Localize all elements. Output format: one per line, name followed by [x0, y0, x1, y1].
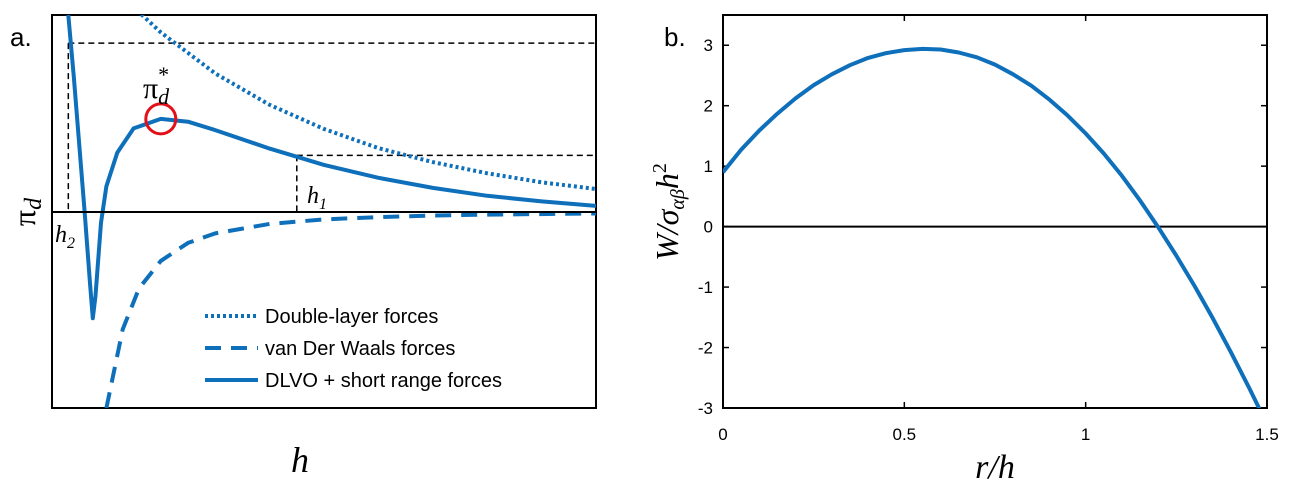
h2-label: h2: [55, 222, 75, 252]
y-tick-label: -2: [698, 339, 713, 358]
panel-a-y-axis-label: πd: [6, 197, 47, 226]
panel-b-y-axis-label: W/σαβh2: [649, 163, 689, 261]
panel-a-chart: πd* h1 h2 h πd Double-layer forces van De…: [6, 14, 597, 480]
panel-b-x-axis-label: r/h: [975, 449, 1015, 486]
h1-label: h1: [307, 183, 327, 213]
panel-b-plot-frame: [722, 14, 1268, 409]
maximum-label: πd*: [143, 62, 170, 109]
w-curve-line: [723, 46, 1262, 408]
x-tick-label: 1: [1081, 425, 1090, 444]
y-tick-label: 1: [704, 157, 713, 176]
y-tick-label: 0: [704, 218, 713, 237]
series-solid-line: [66, 15, 596, 321]
legend-entry: van Der Waals forces: [265, 338, 455, 360]
legend-entry: DLVO + short range forces: [265, 370, 502, 392]
y-tick-label: -1: [698, 278, 713, 297]
series-dashed-line: [104, 211, 596, 408]
legend-entry: Double-layer forces: [265, 306, 438, 328]
x-tick-label: 0: [718, 425, 727, 444]
panel-b-label: b.: [664, 22, 686, 52]
y-tick-label: 2: [704, 97, 713, 116]
maximum-marker: [144, 102, 178, 136]
x-tick-label: 0.5: [893, 425, 917, 444]
x-tick-label: 1.5: [1255, 425, 1279, 444]
panel-a-label: a.: [10, 22, 32, 52]
y-tick-label: -3: [698, 399, 713, 418]
series-dotted-line: [139, 15, 596, 191]
panel-a-x-axis-label: h: [291, 440, 309, 480]
panel-b-chart: -3 -2 -1 0 1 2 3 0 0.5 1 1.5 r/h W/σαβh2: [649, 14, 1279, 486]
y-tick-label: 3: [704, 36, 713, 55]
panel-a-legend: Double-layer forces van Der Waals forces D…: [205, 306, 502, 392]
